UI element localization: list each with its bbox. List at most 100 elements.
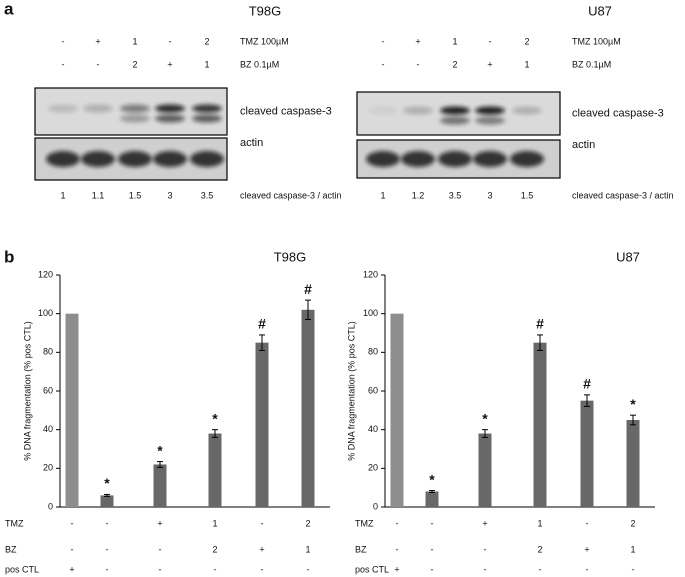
treatment: + — [394, 564, 399, 574]
treatment: 1 — [452, 36, 457, 46]
treatment: + — [415, 36, 420, 46]
treatment: - — [484, 564, 487, 574]
band — [401, 151, 435, 167]
treatment: 2 — [212, 544, 217, 554]
bar — [255, 342, 269, 507]
treatment: + — [69, 564, 74, 574]
ratio: 3.5 — [449, 190, 462, 200]
treatment: 1 — [132, 36, 137, 46]
treatment: 1 — [537, 518, 542, 528]
bar — [425, 491, 439, 507]
y-tick-label: 120 — [38, 269, 53, 279]
treatment: + — [167, 59, 172, 69]
treatment: + — [95, 36, 100, 46]
ratio: 1.5 — [129, 190, 142, 200]
y-tick-label: 40 — [43, 424, 53, 434]
treatment: + — [584, 544, 589, 554]
treatment: - — [539, 564, 542, 574]
band-label: actin — [240, 137, 263, 149]
y-tick-label: 120 — [363, 269, 378, 279]
treatment: - — [417, 59, 420, 69]
significance: * — [482, 410, 488, 426]
treatment: 2 — [305, 518, 310, 528]
ratio-label: cleaved caspase-3 / actin — [240, 190, 342, 200]
treatment: - — [431, 544, 434, 554]
treatment: 1 — [524, 59, 529, 69]
treatment: - — [382, 36, 385, 46]
treatment: - — [586, 518, 589, 528]
treatment: 2 — [630, 518, 635, 528]
treatment: - — [71, 544, 74, 554]
ratio: 3.5 — [201, 190, 214, 200]
treatment: - — [431, 518, 434, 528]
treatment: + — [157, 518, 162, 528]
band — [366, 151, 400, 167]
significance: * — [212, 410, 218, 426]
band — [120, 104, 150, 113]
treatment: - — [489, 36, 492, 46]
band — [510, 151, 544, 167]
treatment: - — [159, 544, 162, 554]
band-label: actin — [572, 139, 595, 151]
treatment: - — [169, 36, 172, 46]
band — [192, 104, 222, 113]
band — [48, 104, 78, 113]
y-axis-label: % DNA fragmentation (% pos CTL) — [346, 321, 356, 461]
chart-title: T98G — [274, 249, 307, 264]
row-label: BZ — [355, 544, 367, 554]
band — [438, 151, 472, 167]
y-tick-label: 80 — [43, 347, 53, 357]
band — [475, 106, 505, 115]
row-label: TMZ — [5, 518, 24, 528]
row-label: TMZ — [355, 518, 374, 528]
treatment: - — [382, 59, 385, 69]
bar — [301, 309, 315, 507]
y-tick-label: 60 — [368, 385, 378, 395]
y-tick-label: 20 — [43, 463, 53, 473]
treatment: - — [159, 564, 162, 574]
treatment: - — [632, 564, 635, 574]
y-axis-label: % DNA fragmentation (% pos CTL) — [22, 321, 32, 461]
treatment: 1 — [305, 544, 310, 554]
treatment: 1 — [212, 518, 217, 528]
bar — [390, 313, 404, 507]
treatment: 2 — [524, 36, 529, 46]
treatment: - — [106, 544, 109, 554]
ratio: 1.2 — [412, 190, 425, 200]
band — [512, 106, 542, 115]
treatment: - — [106, 564, 109, 574]
bar — [533, 342, 547, 507]
treatment: 1 — [204, 59, 209, 69]
treatment: - — [62, 59, 65, 69]
treatment: - — [261, 518, 264, 528]
treatment: - — [307, 564, 310, 574]
band — [81, 151, 115, 167]
band — [155, 114, 185, 123]
y-tick-label: 20 — [368, 463, 378, 473]
treatment: + — [482, 518, 487, 528]
bar — [626, 420, 640, 507]
band — [192, 114, 222, 123]
treatment: - — [586, 564, 589, 574]
significance: # — [583, 376, 591, 392]
y-tick-label: 60 — [43, 385, 53, 395]
y-tick-label: 100 — [363, 308, 378, 318]
band — [153, 151, 187, 167]
band — [190, 151, 224, 167]
bar — [153, 464, 167, 507]
significance: # — [258, 316, 266, 332]
significance: * — [429, 471, 435, 487]
significance: * — [104, 475, 110, 491]
ratio: 1.1 — [92, 190, 105, 200]
treatment: - — [396, 518, 399, 528]
row-label: BZ 0.1µM — [572, 59, 611, 69]
band — [83, 104, 113, 113]
bar — [65, 313, 79, 507]
treatment: 1 — [630, 544, 635, 554]
blot-title: T98G — [249, 3, 282, 18]
row-label: BZ — [5, 544, 17, 554]
band — [440, 106, 470, 115]
bar — [208, 433, 222, 507]
treatment: - — [97, 59, 100, 69]
